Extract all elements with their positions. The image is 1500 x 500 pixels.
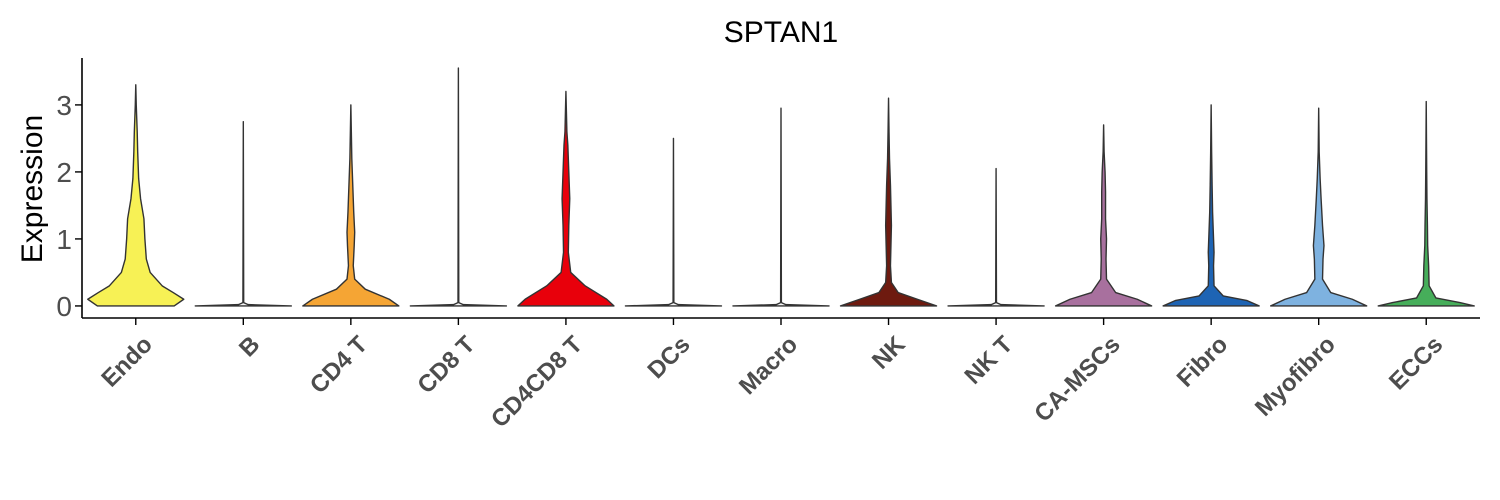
violin-cd4-t xyxy=(302,104,400,307)
y-axis: 0 1 2 3 xyxy=(56,58,83,322)
y-tick-label: 2 xyxy=(56,157,72,188)
y-tick-label: 0 xyxy=(56,291,72,322)
violin-cd8-t xyxy=(409,67,508,307)
violins-group xyxy=(87,67,1475,307)
violin-b xyxy=(194,120,293,307)
violin-nk xyxy=(839,97,938,307)
x-tick-label-endo: Endo xyxy=(96,331,158,393)
x-tick-label-cd4-t: CD4 T xyxy=(305,331,373,399)
x-tick-label-nk: NK xyxy=(867,331,911,375)
violin-eccs xyxy=(1377,100,1475,307)
x-tick-label-cd8-t: CD8 T xyxy=(412,331,480,399)
violin-dcs xyxy=(624,137,723,307)
violin-macro xyxy=(732,107,830,307)
violin-cd4cd8-t xyxy=(517,90,615,307)
x-tick-label-b: B xyxy=(234,331,265,362)
violin-myofibro xyxy=(1269,107,1368,307)
x-tick-label-eccs: ECCs xyxy=(1384,331,1448,395)
y-axis-label: Expression xyxy=(16,115,49,263)
x-tick-label-macro: Macro xyxy=(734,331,803,400)
x-tick-label-myofibro: Myofibro xyxy=(1250,331,1341,422)
violin-ca-mscs xyxy=(1054,124,1153,307)
y-tick-label: 1 xyxy=(56,224,72,255)
y-tick-label: 3 xyxy=(56,90,72,121)
violin-endo xyxy=(87,84,185,307)
violin-nk-t xyxy=(947,167,1045,307)
x-tick-label-nk-t: NK T xyxy=(960,331,1019,390)
chart-title: SPTAN1 xyxy=(724,16,838,49)
x-tick-label-dcs: DCs xyxy=(643,331,696,384)
x-axis: Endo B CD4 T CD8 T CD4CD8 T DCs Macro NK NK T CA-… xyxy=(82,317,1480,433)
x-tick-label-ca-mscs: CA-MSCs xyxy=(1029,331,1125,427)
violin-fibro xyxy=(1162,104,1260,307)
x-tick-label-fibro: Fibro xyxy=(1172,331,1234,393)
x-tick-label-cd4cd8-t: CD4CD8 T xyxy=(486,331,588,433)
